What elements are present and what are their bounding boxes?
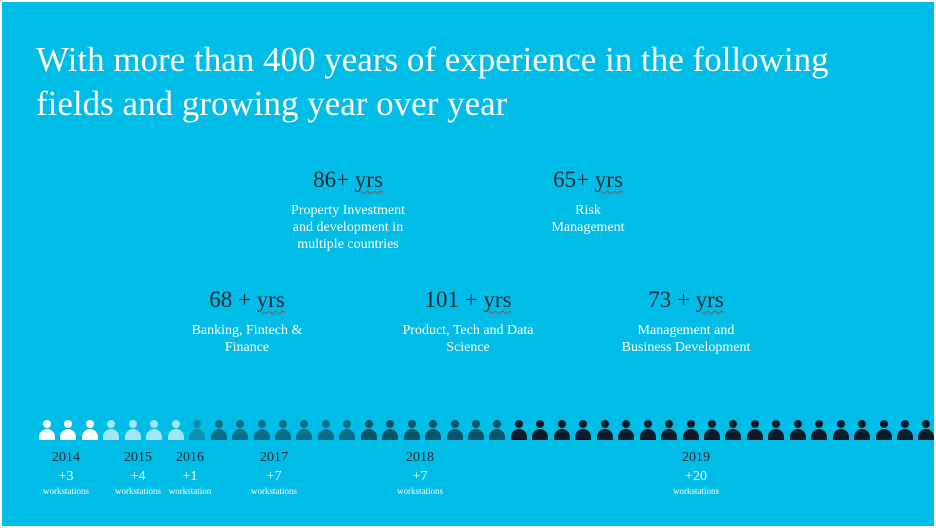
- person-icon: [188, 420, 206, 442]
- person-icon: [596, 420, 614, 442]
- stat-risk-management: 65+ yrs Risk Management: [508, 166, 668, 236]
- stat-property-investment: 86+ yrs Property Investment and developme…: [258, 166, 438, 253]
- person-icon: [810, 420, 828, 442]
- person-icon: [102, 420, 120, 442]
- person-icon: [682, 420, 700, 442]
- workstation-icons-row: [2, 420, 934, 444]
- person-icon: [210, 420, 228, 442]
- person-icon: [360, 420, 378, 442]
- person-icon: [853, 420, 871, 442]
- timeline-2015: 2015 +4 workstations: [115, 450, 161, 496]
- stat-product-tech-data: 101 + yrs Product, Tech and Data Science: [378, 286, 558, 356]
- stat-description: Product, Tech and Data Science: [402, 323, 534, 355]
- timeline-2019: 2019 +20 workstations: [673, 450, 719, 496]
- person-icon: [639, 420, 657, 442]
- person-icon: [724, 420, 742, 442]
- slide-title: With more than 400 years of experience i…: [36, 40, 829, 123]
- person-icon: [510, 420, 528, 442]
- person-icon: [167, 420, 185, 442]
- stat-description: Risk Management: [551, 203, 625, 235]
- timeline-2018: 2018 +7 workstations: [397, 450, 443, 496]
- person-icon: [231, 420, 249, 442]
- timeline-2017: 2017 +7 workstations: [251, 450, 297, 496]
- stat-value: 101 + yrs: [424, 287, 512, 312]
- person-icon: [767, 420, 785, 442]
- timeline-2016: 2016 +1 workstation: [168, 450, 212, 496]
- person-icon: [917, 420, 934, 442]
- stat-banking-fintech: 68 + yrs Banking, Fintech & Finance: [162, 286, 332, 356]
- person-icon: [317, 420, 335, 442]
- person-icon: [274, 420, 292, 442]
- stat-description: Property Investment and development in mul…: [291, 203, 405, 252]
- stat-value: 68 + yrs: [209, 287, 285, 312]
- stat-description: Banking, Fintech & Finance: [191, 323, 303, 355]
- timeline-2014: 2014 +3 workstations: [43, 450, 89, 496]
- person-icon: [59, 420, 77, 442]
- person-icon: [381, 420, 399, 442]
- person-icon: [875, 420, 893, 442]
- person-icon: [253, 420, 271, 442]
- person-icon: [789, 420, 807, 442]
- person-icon: [531, 420, 549, 442]
- stat-value: 86+ yrs: [313, 167, 383, 192]
- person-icon: [38, 420, 56, 442]
- person-icon: [145, 420, 163, 442]
- person-icon: [124, 420, 142, 442]
- person-icon: [553, 420, 571, 442]
- person-icon: [467, 420, 485, 442]
- stat-management-business: 73 + yrs Management and Business Developm…: [596, 286, 776, 356]
- stat-value: 73 + yrs: [648, 287, 724, 312]
- stat-value: 65+ yrs: [553, 167, 623, 192]
- stat-description: Management and Business Development: [621, 323, 751, 355]
- person-icon: [446, 420, 464, 442]
- person-icon: [896, 420, 914, 442]
- person-icon: [424, 420, 442, 442]
- person-icon: [660, 420, 678, 442]
- person-icon: [488, 420, 506, 442]
- person-icon: [295, 420, 313, 442]
- person-icon: [617, 420, 635, 442]
- person-icon: [338, 420, 356, 442]
- person-icon: [832, 420, 850, 442]
- person-icon: [403, 420, 421, 442]
- person-icon: [574, 420, 592, 442]
- person-icon: [746, 420, 764, 442]
- person-icon: [81, 420, 99, 442]
- person-icon: [703, 420, 721, 442]
